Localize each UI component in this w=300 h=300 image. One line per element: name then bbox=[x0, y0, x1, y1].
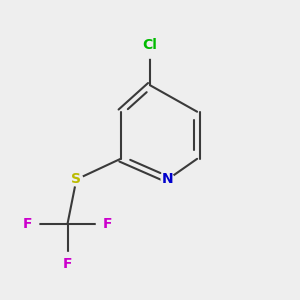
Circle shape bbox=[26, 217, 39, 230]
Text: F: F bbox=[63, 257, 72, 271]
Text: F: F bbox=[23, 217, 33, 231]
Text: N: N bbox=[162, 172, 173, 186]
Circle shape bbox=[61, 253, 74, 266]
Text: Cl: Cl bbox=[142, 38, 158, 52]
Circle shape bbox=[142, 42, 158, 58]
Text: S: S bbox=[71, 172, 81, 186]
Text: F: F bbox=[103, 217, 112, 231]
Circle shape bbox=[70, 173, 83, 186]
Circle shape bbox=[161, 173, 174, 186]
Circle shape bbox=[96, 217, 110, 230]
